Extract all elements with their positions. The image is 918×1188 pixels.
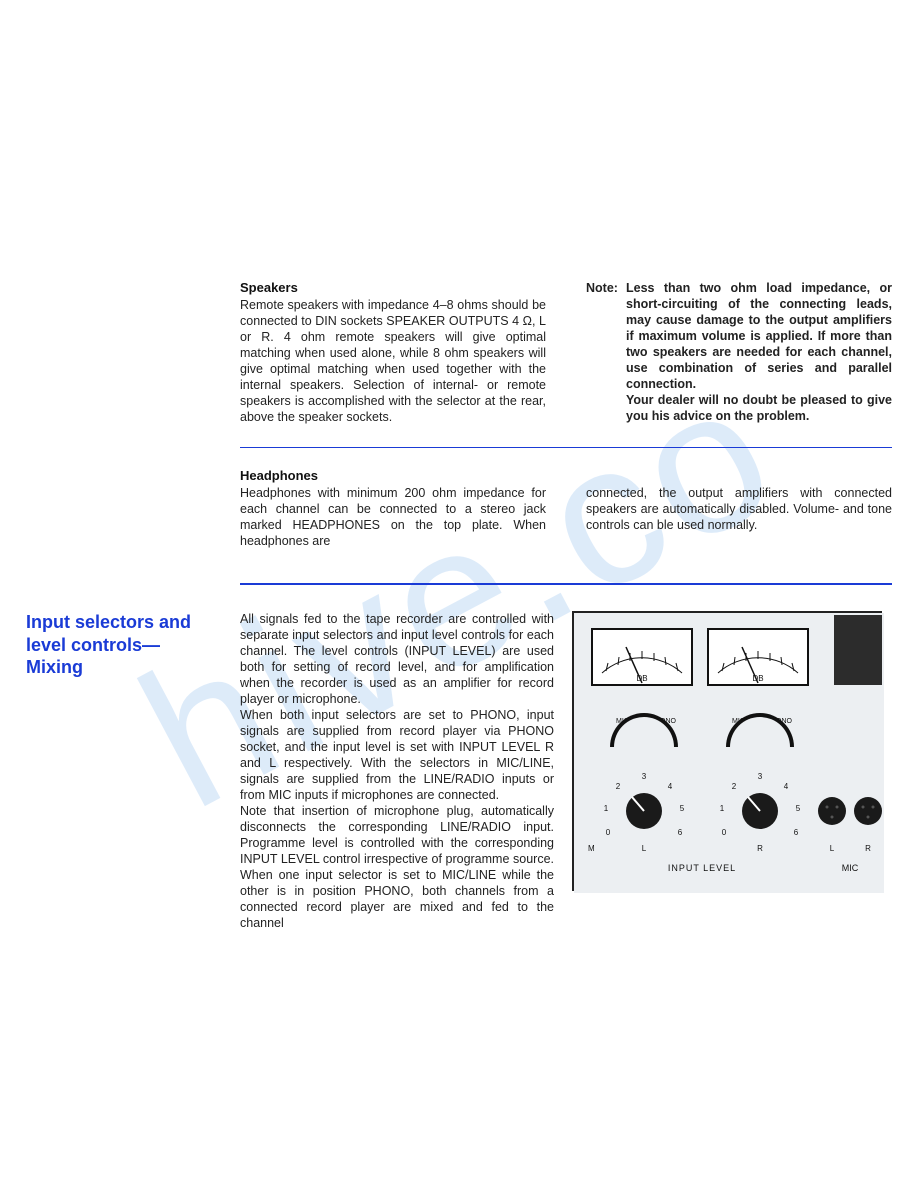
selector-right: MIC/LINE PHONO — [726, 713, 794, 747]
headphones-body-left: Headphones with minimum 200 ohm impedanc… — [240, 485, 546, 549]
section-speakers: Speakers Remote speakers with impedance … — [26, 280, 892, 611]
svg-text:4: 4 — [668, 782, 673, 791]
vu-meter-right: DB — [708, 629, 808, 685]
section-headphones: Headphones Headphones with minimum 200 o… — [240, 468, 892, 549]
selector-left: MIC/LINE PHONO — [610, 713, 678, 747]
svg-text:3: 3 — [758, 772, 763, 781]
speakers-heading: Speakers — [240, 280, 546, 295]
svg-text:INPUT LEVEL: INPUT LEVEL — [668, 863, 736, 873]
svg-text:6: 6 — [678, 828, 683, 837]
svg-text:5: 5 — [796, 804, 801, 813]
section-mixing: Input selectors and level controls— Mixi… — [26, 611, 892, 931]
headphones-body-right: connected, the output amplifiers with co… — [586, 485, 892, 549]
svg-text:L: L — [830, 844, 835, 853]
svg-text:0: 0 — [722, 828, 727, 837]
svg-text:3: 3 — [642, 772, 647, 781]
svg-text:R: R — [865, 844, 871, 853]
mixing-body: All signals fed to the tape recorder are… — [240, 611, 554, 931]
mic-jack-left — [818, 797, 846, 825]
svg-text:1: 1 — [604, 804, 609, 813]
svg-text:M: M — [588, 844, 595, 853]
speakers-body-left: Remote speakers with impedance 4–8 ohms … — [240, 297, 546, 425]
divider-thin-1 — [240, 447, 892, 448]
headphones-heading: Headphones — [240, 468, 892, 483]
speakers-note: Note: Less than two ohm load impedance, … — [586, 280, 892, 424]
svg-text:MIC: MIC — [842, 863, 859, 873]
svg-text:2: 2 — [732, 782, 737, 791]
svg-text:6: 6 — [794, 828, 799, 837]
mic-jack-right — [854, 797, 882, 825]
svg-text:0: 0 — [606, 828, 611, 837]
svg-text:L: L — [642, 844, 647, 853]
divider-thick — [240, 583, 892, 585]
device-panel-svg: DB — [574, 613, 884, 893]
note-label: Note: — [586, 280, 626, 424]
note-body: Less than two ohm load impedance, or sho… — [626, 280, 892, 424]
svg-text:R: R — [757, 844, 763, 853]
svg-text:1: 1 — [720, 804, 725, 813]
device-panel: DB — [572, 611, 882, 891]
mixing-side-title: Input selectors and level controls— Mixi… — [26, 611, 214, 931]
svg-text:2: 2 — [616, 782, 621, 791]
svg-text:4: 4 — [784, 782, 789, 791]
svg-text:5: 5 — [680, 804, 685, 813]
page: Speakers Remote speakers with impedance … — [0, 0, 918, 1188]
vu-meter-left: DB — [592, 629, 692, 685]
